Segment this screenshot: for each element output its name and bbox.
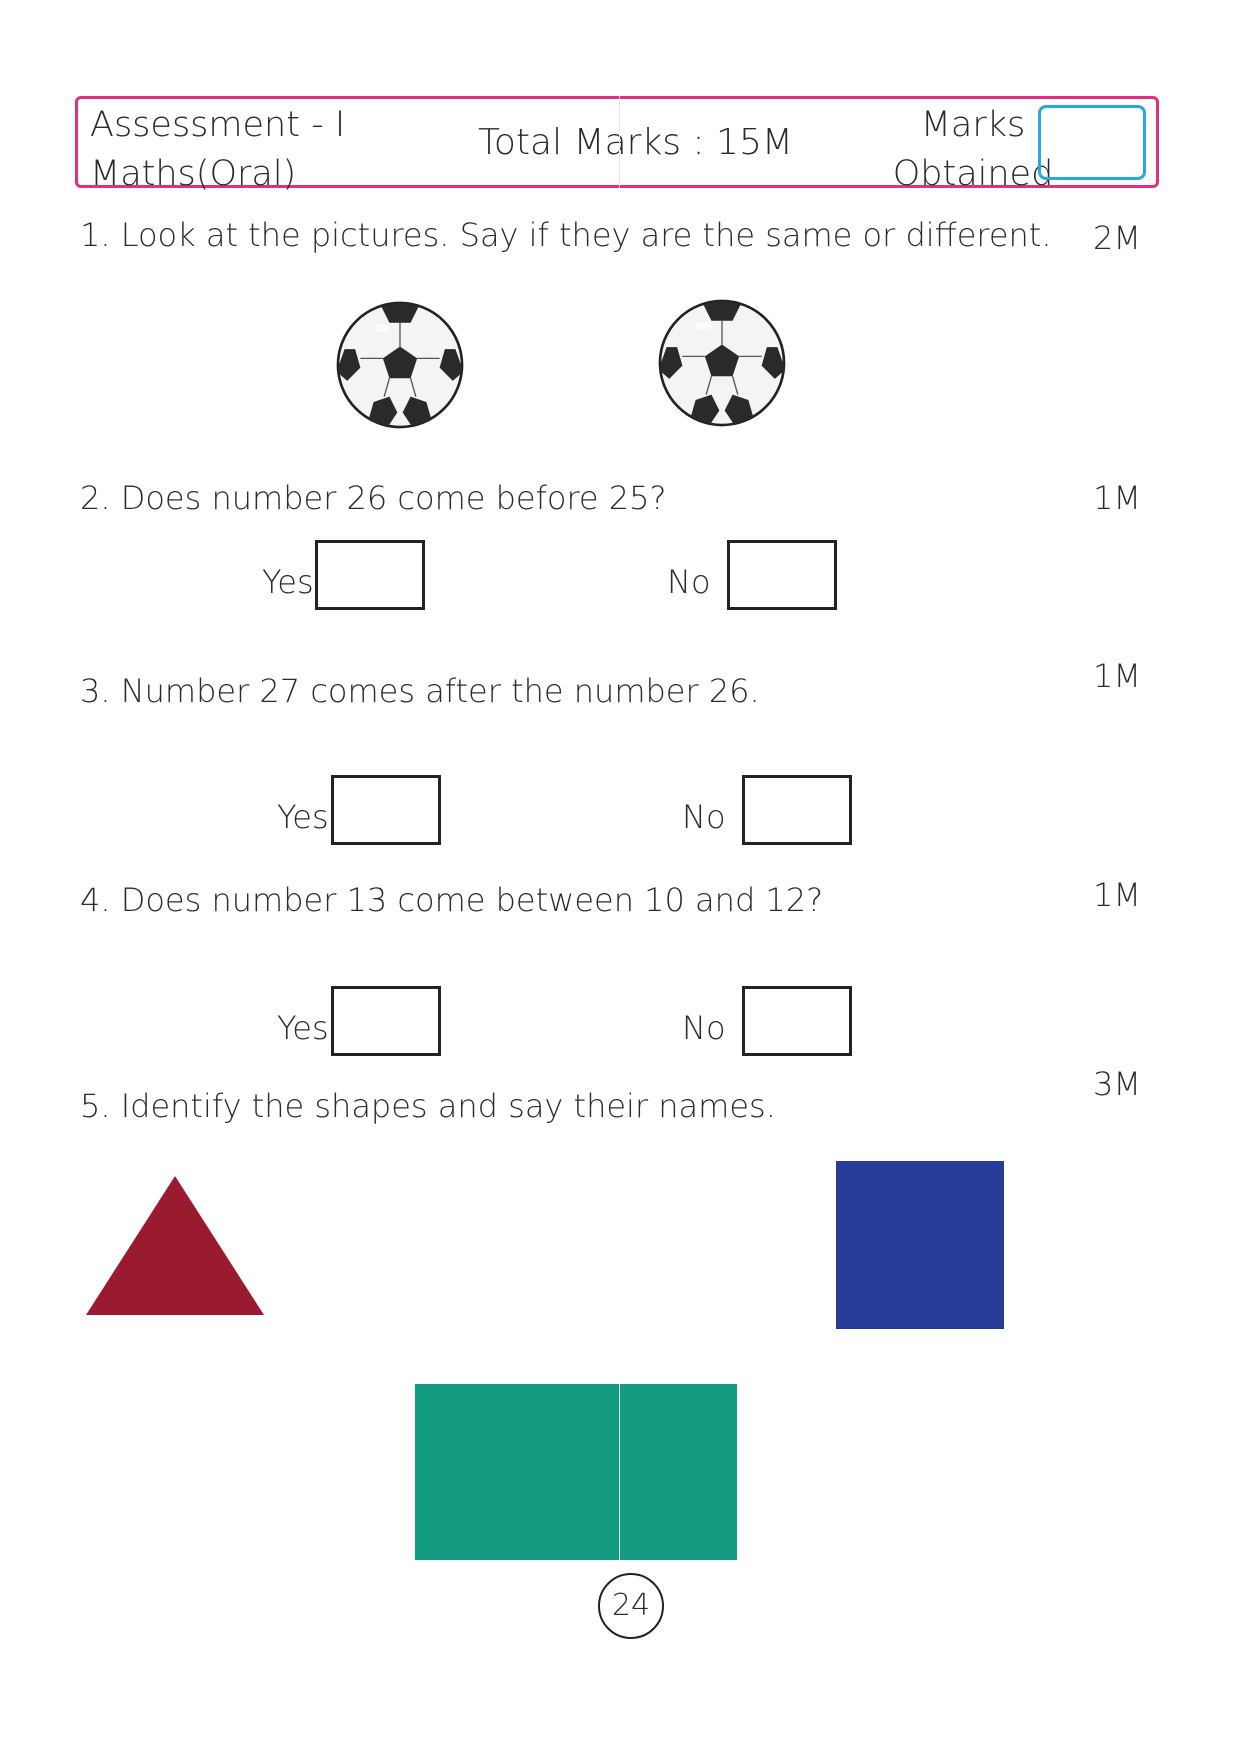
marks-label-line1: Marks: [920, 105, 1026, 145]
question-4-no-label: No: [682, 1009, 726, 1047]
question-3-no-box[interactable]: [742, 775, 852, 845]
assessment-title: Assessment - I Maths(Oral): [90, 101, 345, 199]
assessment-name: Assessment - I: [90, 105, 346, 145]
marks-label-line2: Obtained: [892, 154, 1054, 194]
football-icon: [336, 301, 464, 429]
rectangle-shape: [415, 1384, 737, 1560]
fold-line: [619, 96, 620, 188]
page-number: 24: [598, 1573, 664, 1639]
question-1-marks: 2M: [1093, 219, 1141, 257]
question-4-yes-box[interactable]: [331, 986, 441, 1056]
question-2-no-box[interactable]: [727, 540, 837, 610]
question-4-marks: 1M: [1093, 876, 1141, 914]
question-2-yes-box[interactable]: [315, 540, 425, 610]
question-3-yes-label: Yes: [277, 798, 329, 836]
question-5: 5. Identify the shapes and say their nam…: [80, 1087, 776, 1125]
triangle-icon: [86, 1176, 264, 1315]
fold-line: [619, 1384, 620, 1560]
marks-obtained-label: Marks Obtained: [873, 101, 1073, 199]
total-marks: Total Marks : 15M: [478, 122, 793, 163]
triangle-shape: [86, 1176, 264, 1315]
marks-obtained-box[interactable]: [1038, 105, 1146, 180]
question-2-marks: 1M: [1093, 479, 1141, 517]
square-shape: [836, 1161, 1004, 1329]
assessment-header: Assessment - I Maths(Oral) Total Marks :…: [75, 96, 1159, 194]
question-4-yes-label: Yes: [277, 1009, 329, 1047]
question-3-marks: 1M: [1093, 657, 1141, 695]
question-3-no-label: No: [682, 798, 726, 836]
question-5-marks: 3M: [1093, 1065, 1141, 1103]
subject-name: Maths(Oral): [90, 154, 297, 194]
question-1: 1. Look at the pictures. Say if they are…: [80, 216, 1052, 254]
question-4: 4. Does number 13 come between 10 and 12…: [80, 881, 824, 919]
question-3-yes-box[interactable]: [331, 775, 441, 845]
question-2-yes-label: Yes: [262, 563, 314, 601]
question-2-no-label: No: [667, 563, 711, 601]
question-2: 2. Does number 26 come before 25?: [80, 479, 667, 517]
question-4-no-box[interactable]: [742, 986, 852, 1056]
football-icon: [658, 299, 786, 427]
question-3: 3. Number 27 comes after the number 26.: [80, 672, 760, 710]
